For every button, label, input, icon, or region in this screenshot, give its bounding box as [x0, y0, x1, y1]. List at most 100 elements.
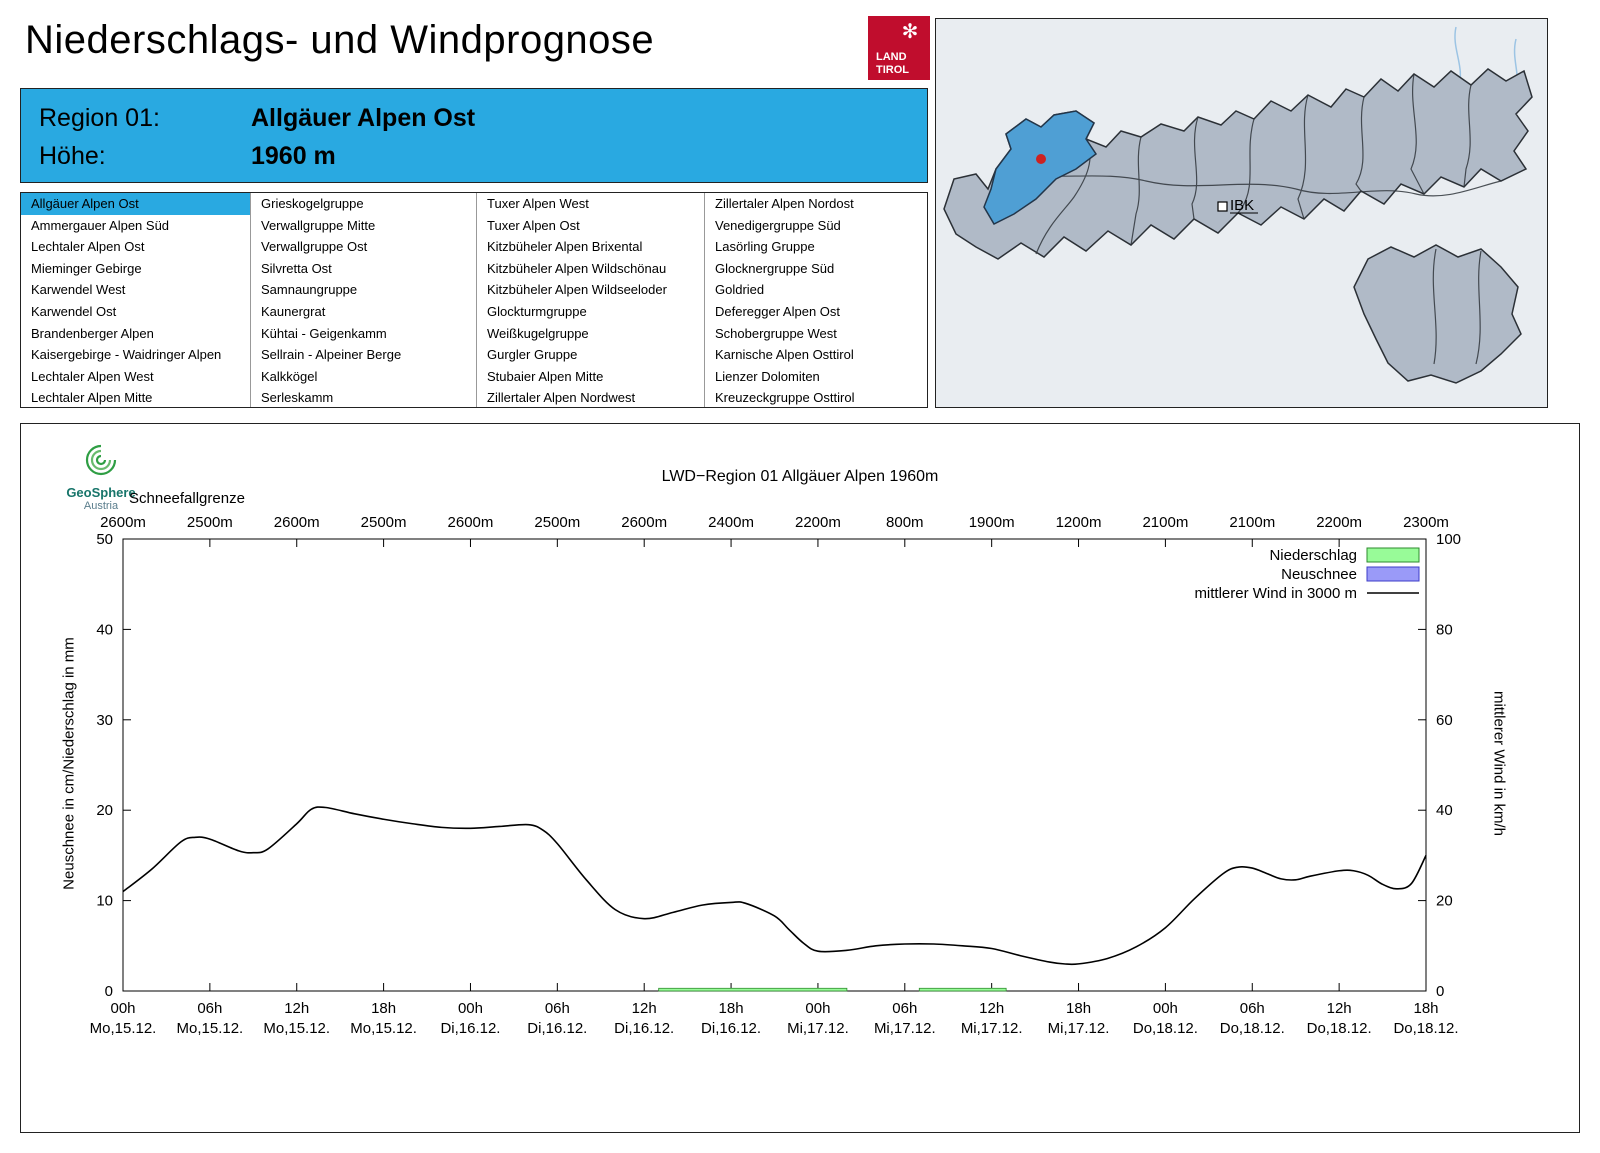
- svg-text:✻: ✻: [902, 21, 919, 43]
- precipitation-bar: [918, 987, 1007, 992]
- x-tick-date: Mi,17.12.: [874, 1020, 936, 1037]
- x-tick-time: 06h: [197, 1000, 222, 1017]
- tirol-eagle-icon: ✻: [902, 21, 919, 43]
- x-tick-time: 00h: [458, 1000, 483, 1017]
- x-tick-time: 12h: [979, 1000, 1004, 1017]
- region-list-item[interactable]: Karnische Alpen Osttirol: [715, 347, 854, 363]
- region-list-item[interactable]: Tuxer Alpen Ost: [487, 217, 580, 233]
- region-list-item[interactable]: Kaunergrat: [261, 303, 326, 319]
- region-list-item[interactable]: Silvretta Ost: [261, 260, 332, 276]
- x-tick-time: 12h: [1327, 1000, 1352, 1017]
- logo-word-tirol: TIROL: [876, 64, 909, 76]
- wind-line: [122, 806, 1427, 966]
- snowline-value: 2100m: [1229, 514, 1275, 531]
- region-list-item[interactable]: Ammergauer Alpen Süd: [31, 217, 170, 233]
- x-tick-date: Do,18.12.: [1307, 1020, 1372, 1037]
- geosphere-name: GeoSphere: [66, 485, 136, 500]
- region-list-item[interactable]: Kühtai - Geigenkamm: [261, 325, 387, 341]
- region-list-item[interactable]: Schobergruppe West: [715, 325, 837, 341]
- x-tick-date: Do,18.12.: [1393, 1020, 1458, 1037]
- x-tick-date: Mo,15.12.: [177, 1020, 244, 1037]
- region-list-item[interactable]: Lienzer Dolomiten: [715, 368, 820, 384]
- region-info-panel: Region 01: Allgäuer Alpen Ost Höhe: 1960…: [20, 88, 928, 183]
- region-list-item[interactable]: Kalkkögel: [261, 368, 318, 384]
- legend-label: mittlerer Wind in 3000 m: [1194, 585, 1357, 602]
- y-right-tick: 40: [1436, 802, 1453, 819]
- region-list-item[interactable]: Karwendel West: [31, 282, 126, 298]
- region-list-item[interactable]: Mieminger Gebirge: [31, 260, 142, 276]
- land-tirol-logo: ✻ LAND TIROL: [868, 16, 930, 80]
- region-list-item[interactable]: Zillertaler Alpen Nordost: [715, 196, 854, 211]
- logo-word-land: LAND: [876, 51, 907, 63]
- precipitation-bar: [658, 987, 848, 992]
- region-label: Region 01:: [39, 103, 160, 132]
- snowline-value: 1200m: [1056, 514, 1102, 531]
- region-list-item[interactable]: Allgäuer Alpen Ost: [21, 193, 250, 215]
- region-list-item[interactable]: Samnaungruppe: [261, 282, 358, 298]
- region-list-panel: Allgäuer Alpen Ost Ammergauer Alpen Süd Le…: [20, 192, 928, 408]
- region-list-item[interactable]: Kaisergebirge - Waidringer Alpen: [31, 347, 222, 363]
- snowline-value: 2200m: [795, 514, 841, 531]
- region-list-item[interactable]: Stubaier Alpen Mitte: [487, 368, 604, 384]
- region-list-item[interactable]: Lechtaler Alpen Ost: [31, 239, 145, 255]
- region-list-item[interactable]: Kitzbüheler Alpen Brixental: [487, 239, 643, 255]
- legend-label: Neuschnee: [1281, 566, 1357, 583]
- x-tick-date: Di,16.12.: [614, 1020, 674, 1037]
- region-list-item[interactable]: Zillertaler Alpen Nordwest: [487, 390, 636, 406]
- tirol-map-panel[interactable]: IBK: [935, 18, 1548, 408]
- map-highlight-region[interactable]: [983, 110, 1098, 225]
- snowline-value: 2400m: [708, 514, 754, 531]
- forecast-chart: 00h Mo,15.12. 2600m 06h Mo,15.12. 2500m 12h Mo,…: [90, 514, 1461, 1037]
- snowline-value: 2100m: [1142, 514, 1188, 531]
- y-left-tick: 30: [96, 712, 113, 729]
- region-list-item[interactable]: Lechtaler Alpen West: [31, 368, 154, 384]
- page-title: Niederschlags- und Windprognose: [25, 18, 655, 62]
- x-tick-date: Do,18.12.: [1133, 1020, 1198, 1037]
- region-list-item[interactable]: Kreuzeckgruppe Osttirol: [715, 390, 855, 406]
- snowline-value: 2600m: [448, 514, 494, 531]
- x-tick-date: Do,18.12.: [1220, 1020, 1285, 1037]
- y-right-tick: 80: [1436, 621, 1453, 638]
- region-list-item[interactable]: Glockturmgruppe: [487, 303, 587, 319]
- snowline-value: 2500m: [534, 514, 580, 531]
- y-right-tick: 60: [1436, 712, 1453, 729]
- east-district-borders: [1432, 248, 1482, 365]
- x-tick-date: Mi,17.12.: [961, 1020, 1023, 1037]
- region-list-item[interactable]: Lechtaler Alpen Mitte: [31, 390, 153, 406]
- tirol-map[interactable]: IBK: [936, 19, 1547, 407]
- region-list-item[interactable]: Glocknergruppe Süd: [715, 260, 835, 276]
- region-list-item[interactable]: Karwendel Ost: [31, 303, 117, 319]
- y-left-tick: 0: [105, 983, 113, 1000]
- geosphere-swirl-icon: [85, 444, 117, 476]
- x-tick-date: Di,16.12.: [440, 1020, 500, 1037]
- region-list-item[interactable]: Brandenberger Alpen: [31, 325, 154, 341]
- region-list-item[interactable]: Gurgler Gruppe: [487, 347, 578, 363]
- region-list-item[interactable]: Tuxer Alpen West: [487, 196, 589, 211]
- region-list-item[interactable]: Deferegger Alpen Ost: [715, 303, 841, 319]
- region-list-item[interactable]: Venedigergruppe Süd: [715, 217, 841, 233]
- region-list-item[interactable]: Verwallgruppe Ost: [261, 239, 368, 255]
- region-list-item[interactable]: Kitzbüheler Alpen Wildseeloder: [487, 282, 667, 298]
- region-list-item[interactable]: Serleskamm: [261, 390, 334, 406]
- region-list-item[interactable]: Sellrain - Alpeiner Berge: [261, 347, 402, 363]
- y-right-tick: 100: [1436, 531, 1461, 548]
- x-tick-date: Di,16.12.: [701, 1020, 761, 1037]
- region-list-item[interactable]: Goldried: [715, 282, 765, 298]
- region-column-4: Zillertaler Alpen Nordost Venedigergruppe…: [705, 193, 927, 407]
- region-column-1: Allgäuer Alpen Ost Ammergauer Alpen Süd Le…: [21, 193, 251, 407]
- x-tick-time: 12h: [284, 1000, 309, 1017]
- chart-title: LWD−Region 01 Allgäuer Alpen 1960m: [661, 468, 939, 485]
- region-list-item[interactable]: Grieskogelgruppe: [261, 196, 364, 211]
- plot-frame: [122, 538, 1427, 992]
- region-list-item[interactable]: Verwallgruppe Mitte: [261, 217, 376, 233]
- x-tick-time: 00h: [805, 1000, 830, 1017]
- altitude-row: Höhe: 1960 m: [39, 137, 927, 175]
- y-right-tick: 0: [1436, 983, 1444, 1000]
- x-tick-time: 12h: [632, 1000, 657, 1017]
- ibk-label: IBK: [1230, 197, 1254, 214]
- x-tick-date: Mi,17.12.: [1048, 1020, 1110, 1037]
- region-list-item[interactable]: Kitzbüheler Alpen Wildschönau: [487, 260, 667, 276]
- region-list-item[interactable]: Lasörling Gruppe: [715, 239, 815, 255]
- geosphere-logo: GeoSphere Austria: [51, 440, 151, 512]
- region-list-item[interactable]: Weißkugelgruppe: [487, 325, 589, 341]
